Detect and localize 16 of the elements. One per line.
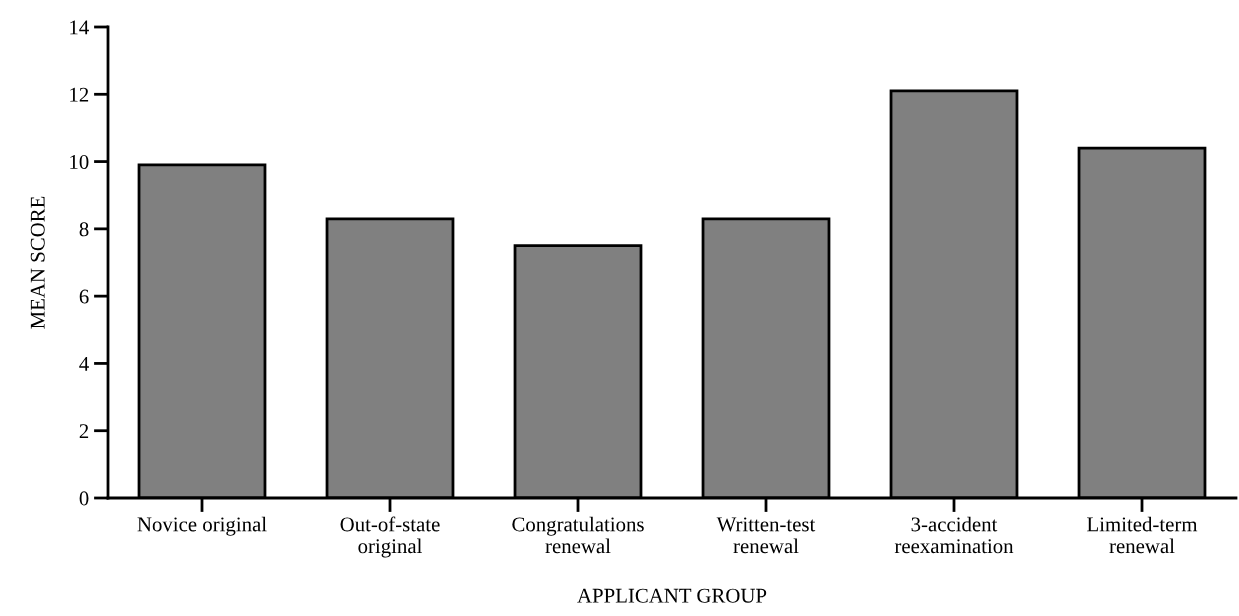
x-tick-label: Out-of-state original — [340, 516, 440, 558]
y-tick-label: 6 — [79, 289, 89, 304]
x-axis-title: APPLICANT GROUP — [577, 588, 767, 603]
y-tick-label: 12 — [70, 87, 89, 102]
x-tick-label: Congratulations renewal — [512, 516, 644, 554]
x-tick-label: Limited-term renewal — [1087, 516, 1198, 554]
y-tick-label: 4 — [79, 356, 89, 371]
y-tick-label: 0 — [79, 491, 89, 506]
y-tick-label: 8 — [79, 222, 89, 237]
y-tick-label: 2 — [79, 424, 89, 438]
x-tick-label: Written-test renewal — [716, 517, 816, 554]
y-tick-label: 10 — [70, 154, 89, 169]
x-tick-label: Novice original — [137, 516, 267, 536]
y-axis-title: MEAN SCORE — [30, 196, 45, 329]
x-tick-label: 3-accident reexamination — [894, 516, 1014, 554]
y-tick-label: 14 — [70, 20, 89, 35]
